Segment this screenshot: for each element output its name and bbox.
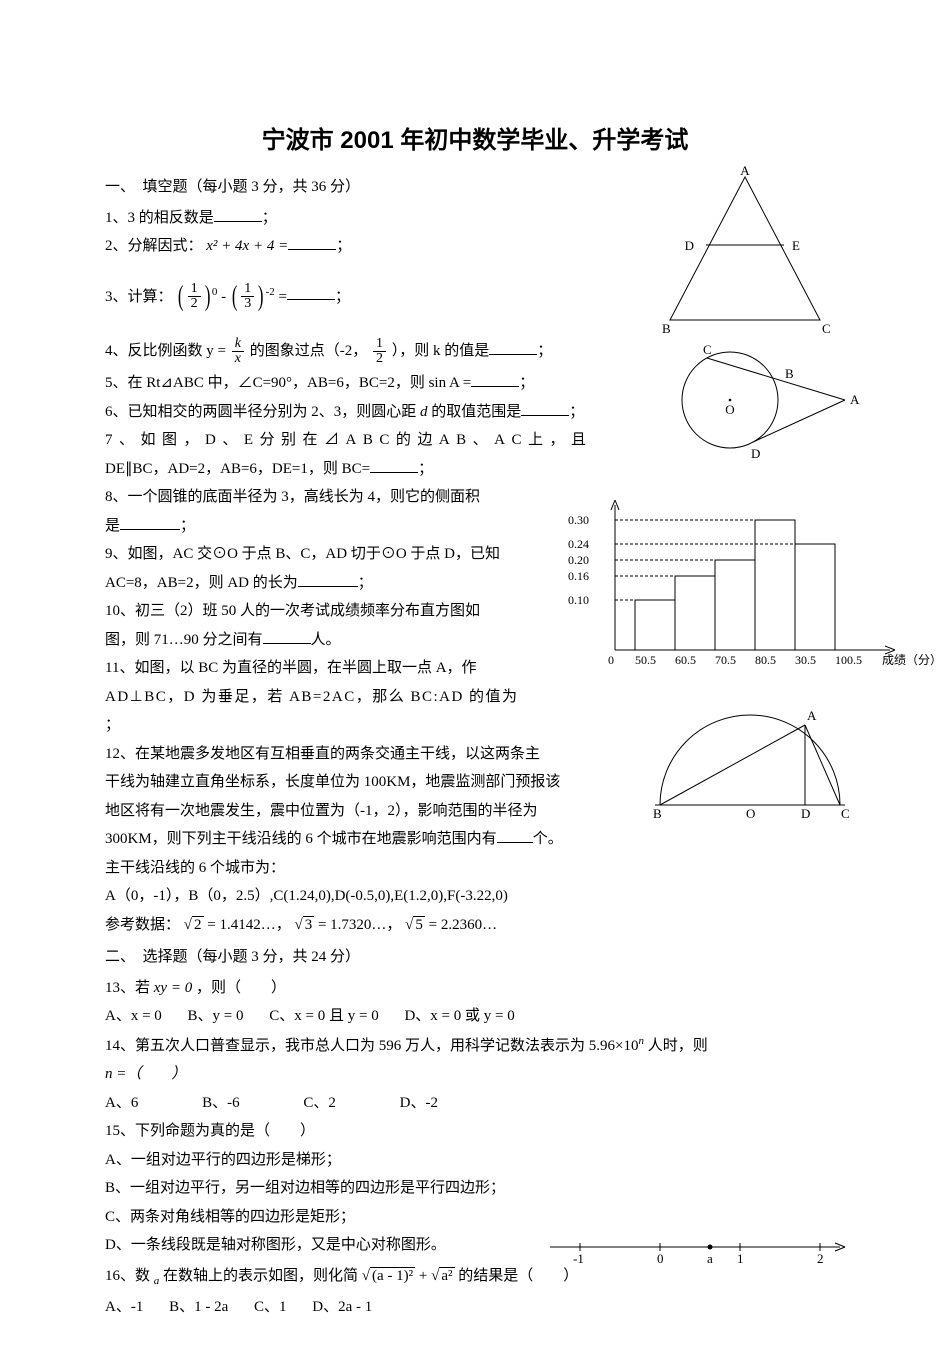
figure-circle-tangent: O C B A D bbox=[665, 340, 865, 470]
svg-text:70.5: 70.5 bbox=[715, 653, 736, 667]
svg-text:C: C bbox=[841, 806, 850, 820]
q15-head: 15、下列命题为真的是（ ） bbox=[105, 1117, 845, 1146]
svg-text:A: A bbox=[740, 165, 750, 178]
q12-line5: 主干线沿线的 6 个城市为： bbox=[105, 854, 845, 883]
svg-text:a: a bbox=[707, 1251, 713, 1266]
svg-text:O: O bbox=[725, 402, 734, 417]
svg-text:B: B bbox=[653, 806, 662, 820]
q12-line3: 地区将有一次地震发生，震中位置为（-1，2），影响范围的半径为 bbox=[105, 797, 645, 826]
figure-numberline: -1 0 a 1 2 bbox=[545, 1235, 855, 1270]
svg-text:60.5: 60.5 bbox=[675, 653, 696, 667]
q13: 13、若 xy = 0 ，则（ ） bbox=[105, 974, 845, 1003]
q14-options: A、6 B、-6 C、2 D、-2 bbox=[105, 1089, 845, 1118]
svg-text:B: B bbox=[662, 321, 671, 335]
q16-options: A、-1 B、1 - 2a C、1 D、2a - 1 bbox=[105, 1293, 845, 1322]
svg-text:0: 0 bbox=[657, 1251, 664, 1266]
svg-text:1: 1 bbox=[737, 1251, 744, 1266]
svg-text:0.10: 0.10 bbox=[568, 593, 589, 607]
q15-c: C、两条对角线相等的四边形是矩形； bbox=[105, 1203, 845, 1232]
svg-text:成绩（分）: 成绩（分） bbox=[882, 653, 942, 667]
svg-text:0.30: 0.30 bbox=[568, 513, 589, 527]
svg-text:30.5: 30.5 bbox=[795, 653, 816, 667]
svg-text:0.20: 0.20 bbox=[568, 553, 589, 567]
figure-histogram: 0.30 0.24 0.20 0.16 0.10 0 50.5 60.5 70.… bbox=[560, 490, 950, 675]
svg-text:A: A bbox=[850, 392, 860, 407]
svg-text:D: D bbox=[685, 238, 694, 253]
svg-text:A: A bbox=[807, 708, 817, 723]
svg-text:50.5: 50.5 bbox=[635, 653, 656, 667]
figure-semicircle: A B O D C bbox=[645, 700, 860, 820]
page-title: 宁波市 2001 年初中数学毕业、升学考试 bbox=[105, 120, 845, 155]
q15-a: A、一组对边平行的四边形是梯形； bbox=[105, 1146, 845, 1175]
q12-line7: 参考数据： 2 = 1.4142…， 3 = 1.7320…， 5 = 2.23… bbox=[105, 911, 845, 940]
svg-text:80.5: 80.5 bbox=[755, 653, 776, 667]
q14-line2: n =（ ） bbox=[105, 1060, 845, 1089]
q14-line1: 14、第五次人口普查显示，我市总人口为 596 万人，用科学记数法表示为 5.9… bbox=[105, 1031, 845, 1061]
svg-text:-1: -1 bbox=[573, 1251, 584, 1266]
svg-text:100.5: 100.5 bbox=[835, 653, 862, 667]
q12-line4: 300KM，则下列主干线沿线的 6 个城市在地震影响范围内有个。 bbox=[105, 825, 845, 854]
svg-text:E: E bbox=[792, 238, 800, 253]
svg-text:D: D bbox=[751, 446, 760, 461]
section-2-heading: 二、 选择题（每小题 3 分，共 24 分） bbox=[105, 943, 845, 972]
svg-text:C: C bbox=[822, 321, 831, 335]
q12-line1: 12、在某地震多发地区有互相垂直的两条交通主干线，以这两条主 bbox=[105, 740, 645, 769]
svg-text:D: D bbox=[801, 806, 810, 820]
svg-text:0.16: 0.16 bbox=[568, 569, 589, 583]
q7-line1: 7、如图，D、E分别在⊿ABC的边AB、AC上，且 bbox=[105, 426, 645, 455]
q13-options: A、x = 0 B、y = 0 C、x = 0 且 y = 0 D、x = 0 … bbox=[105, 1002, 845, 1031]
q7-line2: DE∥BC，AD=2，AB=6，DE=1，则 BC=； bbox=[105, 455, 645, 484]
q12-line2: 干线为轴建立直角坐标系，长度单位为 100KM，地震监测部门预报该 bbox=[105, 768, 645, 797]
svg-text:0.24: 0.24 bbox=[568, 537, 589, 551]
svg-text:C: C bbox=[703, 342, 712, 357]
svg-text:B: B bbox=[785, 366, 794, 381]
q12-line6: A（0，-1），B（0，2.5）,C(1.24,0),D(-0.5,0),E(1… bbox=[105, 882, 845, 911]
svg-text:2: 2 bbox=[817, 1251, 824, 1266]
svg-text:O: O bbox=[746, 806, 755, 820]
figure-triangle: A D E B C bbox=[650, 165, 840, 335]
q15-b: B、一组对边平行，另一组对边相等的四边形是平行四边形； bbox=[105, 1174, 845, 1203]
svg-text:0: 0 bbox=[608, 653, 614, 667]
